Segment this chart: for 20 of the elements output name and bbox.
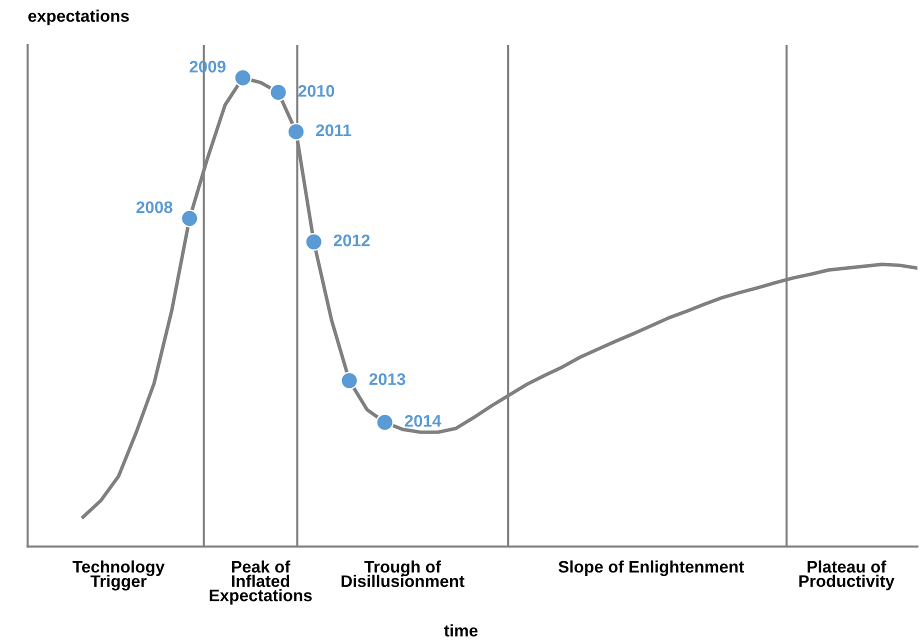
point (287, 122, 305, 141)
point (180, 210, 198, 228)
point (269, 83, 288, 102)
annotation: 2014 (404, 415, 442, 427)
point (376, 413, 394, 432)
y-axis-title: expectations (28, 10, 129, 26)
annotation: 2010 (298, 85, 334, 97)
x-axis-title: time (444, 624, 478, 636)
x-tick-label: Technology Trigger (72, 560, 165, 590)
x-tick-label: Plateau of Productivity (799, 560, 894, 590)
x-tick-label: Peak of Inflated Expectations (210, 560, 312, 605)
annotation: 2013 (369, 373, 406, 386)
x-tick-label: Trough of Disillusionment (342, 560, 464, 588)
x-tick-label: Slope of Enlightenment (558, 560, 744, 576)
point (304, 232, 323, 251)
annotation: 2012 (334, 234, 370, 246)
annotation: 2011 (316, 124, 352, 136)
annotation: 2008 (136, 201, 172, 214)
point (234, 68, 252, 87)
point (340, 372, 358, 390)
